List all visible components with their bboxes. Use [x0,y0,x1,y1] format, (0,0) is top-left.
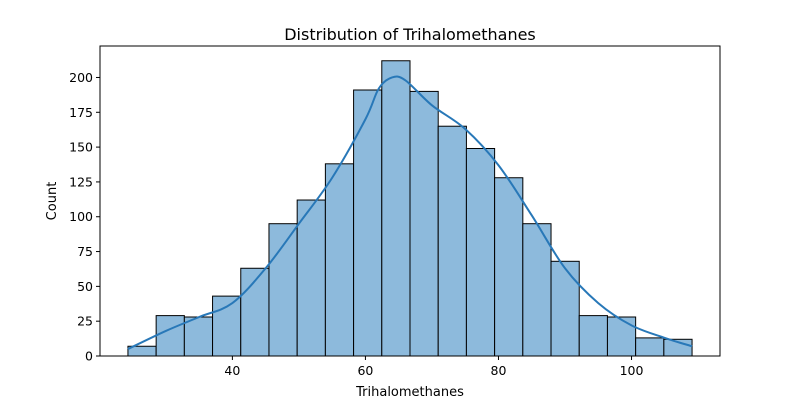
histogram-bar [635,337,665,357]
y-tick-label: 200 [69,70,93,85]
histogram-bar [212,295,242,357]
histogram-bar [550,260,580,357]
kde-curve [127,75,693,350]
histogram-bar [324,163,355,357]
histogram-bar [183,316,214,357]
histogram-bar [353,89,383,357]
x-tick-label: 80 [491,363,507,378]
y-tick-label: 150 [69,140,93,155]
histogram-bar [155,315,185,357]
x-tick-label: 60 [357,363,373,378]
y-tick-label: 25 [77,314,93,329]
y-axis-label: Count [45,182,60,221]
x-axis-ticks: 40 60 80 100 [224,356,643,378]
histogram-bar [522,223,552,357]
histogram-bar [409,90,439,357]
y-tick-label: 125 [69,174,93,189]
y-tick-label: 75 [77,244,93,259]
y-tick-label: 50 [77,279,93,294]
histogram-bar [494,177,524,357]
x-tick-label: 100 [620,363,644,378]
bar-group [127,60,693,357]
histogram-bar [578,315,608,357]
histogram-bar [268,223,298,357]
histogram-bar [606,316,637,357]
histogram-bar [381,60,411,357]
y-tick-label: 175 [69,105,93,120]
x-tick-label: 40 [224,363,240,378]
y-tick-label: 0 [85,349,93,364]
plot-frame [99,45,721,357]
histogram-bar [465,147,496,357]
histogram-bar [296,199,326,357]
x-axis-label: Trihalomethanes [355,385,464,400]
y-tick-label: 100 [69,209,93,224]
histogram-bar [437,125,467,357]
chart-title: Distribution of Trihalomethanes [284,25,536,44]
y-axis-ticks: 0 25 50 75 100 125 150 175 200 [69,70,100,364]
